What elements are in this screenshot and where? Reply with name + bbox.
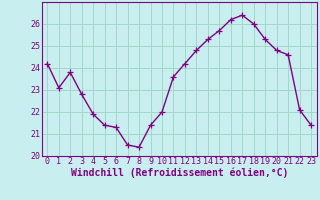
X-axis label: Windchill (Refroidissement éolien,°C): Windchill (Refroidissement éolien,°C) — [70, 168, 288, 178]
